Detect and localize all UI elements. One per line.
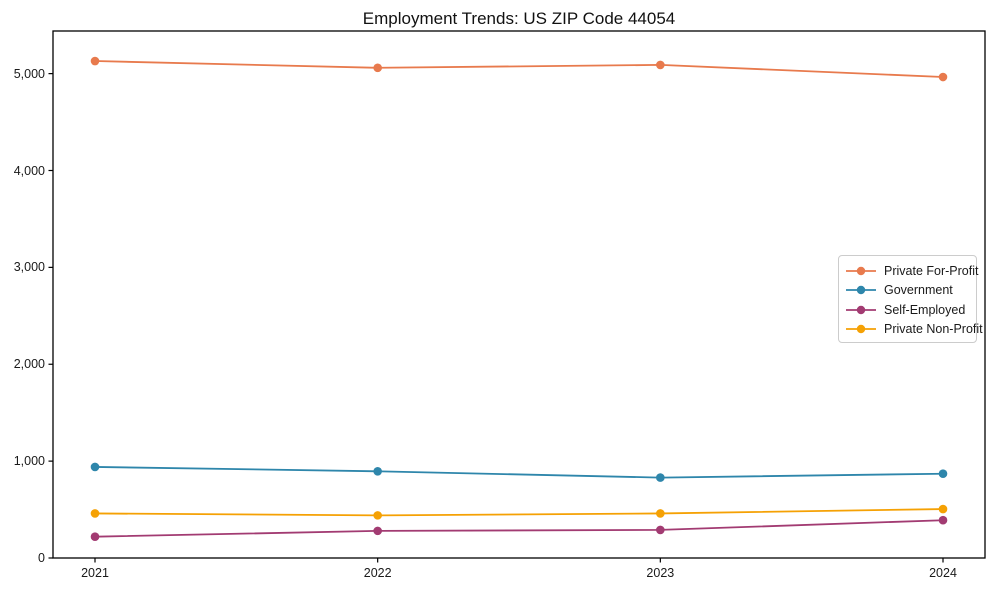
y-tick-label: 1,000 [13, 454, 45, 469]
series-line-3 [94, 508, 944, 517]
legend-item-label: Private Non-Profit [884, 322, 983, 337]
plot-frame [52, 30, 986, 559]
x-tick-label: 2024 [929, 565, 957, 580]
data-point [90, 509, 100, 518]
legend-line-marker-icon [846, 286, 876, 295]
data-point [938, 504, 948, 514]
data-point [938, 515, 948, 525]
data-point [938, 72, 948, 82]
data-point [373, 511, 382, 520]
y-tick-label: 3,000 [13, 260, 45, 275]
y-tick-label: 4,000 [13, 163, 45, 178]
data-point [656, 473, 665, 482]
legend-item: Government [845, 281, 976, 301]
legend-line-marker-icon [846, 305, 876, 314]
legend-item-label: Self-Employed [884, 302, 966, 317]
series-line-2 [94, 519, 944, 538]
legend: Private For-Profit Government Self-Employe… [838, 255, 983, 343]
legend-line-marker-icon [846, 266, 876, 275]
x-tick-label: 2021 [81, 565, 109, 580]
data-point [90, 56, 100, 66]
data-point [656, 509, 665, 518]
data-point [373, 466, 382, 476]
legend-item-label: Private For-Profit [884, 263, 979, 278]
y-tick-label: 0 [38, 551, 45, 565]
data-point [373, 63, 382, 73]
data-point [656, 60, 665, 70]
legend-item: Private For-Profit [845, 261, 979, 281]
x-tick-label: 2023 [646, 565, 675, 580]
y-tick-label: 2,000 [13, 357, 45, 372]
data-point [938, 469, 948, 479]
legend-item-label: Government [884, 283, 953, 298]
chart-title: Employment Trends: US ZIP Code 44054 [362, 9, 676, 28]
data-point [90, 462, 100, 472]
x-tick-label: 2022 [363, 565, 392, 580]
data-point [90, 532, 100, 541]
legend-line-marker-icon [846, 325, 876, 334]
legend-item: Private Non-Profit [845, 320, 983, 340]
series-line-0 [94, 60, 944, 78]
y-tick-label: 5,000 [13, 66, 45, 81]
data-point [373, 526, 382, 536]
series-line-1 [94, 466, 944, 479]
legend-item: Self-Employed [845, 300, 976, 320]
data-point [656, 525, 665, 535]
